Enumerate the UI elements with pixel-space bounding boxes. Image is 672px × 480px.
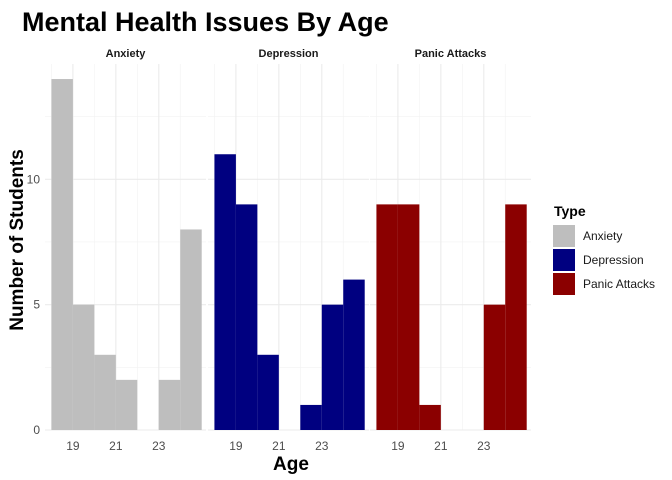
legend-label: Panic Attacks <box>583 277 655 291</box>
bar-depression <box>321 304 344 430</box>
y-tick-label: 10 <box>27 172 41 186</box>
bar-anxiety <box>72 304 95 430</box>
facet-strips: Anxiety Depression Panic Attacks <box>106 48 487 60</box>
x-tick-label: 23 <box>315 439 329 453</box>
bar-depression <box>343 279 365 430</box>
y-axis-ticks: 0 5 10 <box>27 172 41 437</box>
y-axis-title: Number of Students <box>7 149 28 331</box>
bar-depression <box>257 354 279 430</box>
chart-title: Mental Health Issues By Age <box>22 7 389 37</box>
x-axis-ticks: 19 21 23 19 21 23 19 21 23 <box>66 439 491 453</box>
legend-swatch <box>553 273 575 295</box>
x-tick-label: 19 <box>391 439 405 453</box>
x-axis-title: Age <box>273 454 309 475</box>
bar-anxiety <box>94 354 116 430</box>
x-tick-label: 23 <box>477 439 491 453</box>
legend-label: Anxiety <box>583 229 622 243</box>
bar-anxiety <box>115 379 138 430</box>
legend-swatch <box>553 249 575 271</box>
bar-panic-attacks <box>483 304 506 430</box>
bars-layer <box>51 79 527 430</box>
y-tick-label: 0 <box>33 423 40 437</box>
bar-anxiety <box>51 79 73 430</box>
legend-title: Type <box>554 203 586 219</box>
bar-depression <box>300 404 322 430</box>
bar-depression <box>214 154 236 430</box>
legend-swatch <box>553 225 575 247</box>
bar-depression <box>235 204 258 430</box>
bar-panic-attacks <box>376 204 398 430</box>
bar-panic-attacks <box>505 204 527 430</box>
x-tick-label: 23 <box>152 439 166 453</box>
x-tick-label: 21 <box>434 439 448 453</box>
x-tick-label: 19 <box>66 439 80 453</box>
legend: Type Anxiety Depression Panic Attacks <box>553 203 655 295</box>
y-tick-label: 5 <box>33 298 40 312</box>
facet-strip-label: Anxiety <box>106 48 147 60</box>
bar-anxiety <box>158 379 181 430</box>
bar-panic-attacks <box>419 404 441 430</box>
bar-anxiety <box>180 229 202 430</box>
legend-label: Depression <box>583 253 644 267</box>
grid-layer <box>45 64 531 431</box>
facet-strip-label: Depression <box>259 48 319 60</box>
bar-panic-attacks <box>397 204 420 430</box>
x-tick-label: 21 <box>109 439 123 453</box>
x-tick-label: 19 <box>229 439 243 453</box>
facet-strip-label: Panic Attacks <box>415 48 487 60</box>
x-tick-label: 21 <box>272 439 286 453</box>
